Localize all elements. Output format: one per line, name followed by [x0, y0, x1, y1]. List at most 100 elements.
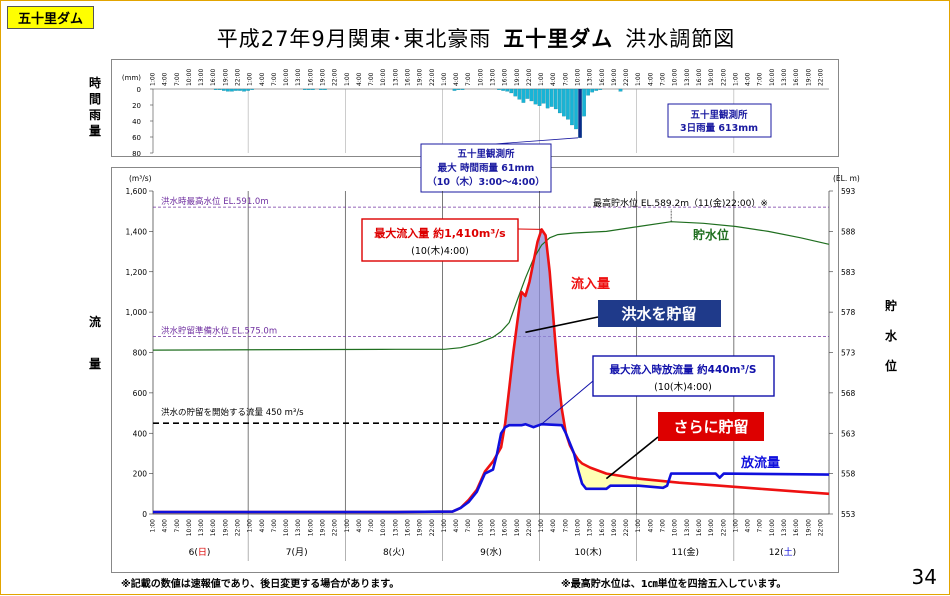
- rain-bar: [461, 89, 464, 90]
- rain-x-tick-label: 22:00: [526, 69, 533, 86]
- flow-x-tick-label: 19:00: [320, 519, 327, 536]
- inflow-series-label: 流入量: [571, 276, 610, 292]
- flow-x-tick-label: 4:00: [356, 519, 363, 533]
- flow-x-tick-label: 16:00: [502, 519, 509, 536]
- rain-bar: [530, 89, 533, 101]
- rain-y-tick-label: 40: [132, 118, 141, 126]
- rain-x-tick-label: 13:00: [781, 69, 788, 86]
- rain-bar: [214, 89, 217, 90]
- flow-x-tick-label: 22:00: [235, 519, 242, 536]
- rain-bar: [534, 89, 537, 104]
- flow-x-tick-label: 10:00: [575, 519, 582, 536]
- flow-x-tick-label: 22:00: [332, 519, 339, 536]
- storage-y-tick-label: 583: [841, 268, 856, 277]
- storage-series-label: 貯水位: [693, 227, 729, 242]
- flow-x-tick-label: 7:00: [660, 519, 667, 533]
- rain-x-tick-label: 19:00: [805, 69, 812, 86]
- storage-y-tick-label: 558: [841, 470, 856, 479]
- flood-prep-level-label: 洪水貯留準備水位 EL.575.0m: [161, 325, 277, 336]
- flow-y-tick-label: 1,400: [126, 227, 148, 236]
- flow-right-unit: (EL. m): [833, 174, 860, 183]
- flow-x-tick-label: 19:00: [514, 519, 521, 536]
- footnote-provisional: ※記載の数値は速報値であり、後日変更する場合があります。: [121, 575, 399, 590]
- max-flood-level-label: 洪水時最高水位 EL.591.0m: [161, 196, 269, 207]
- rain-bar: [497, 89, 500, 90]
- rain-x-tick-label: 16:00: [307, 69, 314, 86]
- rain-y-tick-label: 20: [132, 102, 141, 110]
- rain-bar: [562, 89, 565, 116]
- flow-left-unit: (m³/s): [129, 174, 152, 183]
- rain-x-tick-label: 1:00: [344, 72, 351, 86]
- flow-x-tick-label: 22:00: [526, 519, 533, 536]
- flow-x-tick-label: 7:00: [757, 519, 764, 533]
- day-label: 9(水): [480, 546, 502, 558]
- rain-x-tick-label: 10:00: [283, 69, 290, 86]
- rain-bar: [590, 89, 593, 92]
- rain-x-tick-label: 7:00: [660, 72, 667, 86]
- rain-x-tick-label: 22:00: [817, 69, 824, 86]
- storage-y-tick-label: 593: [841, 187, 856, 196]
- rain-x-tick-label: 1:00: [732, 72, 739, 86]
- day-label: 11(金): [672, 546, 700, 558]
- flow-x-tick-label: 4:00: [162, 519, 169, 533]
- rain-max-text: （10（木）3:00～4:00）: [427, 176, 544, 188]
- rain-bar: [578, 89, 581, 138]
- day-label: 8(火): [383, 547, 405, 558]
- rain-bar: [570, 89, 573, 125]
- rain-bar: [558, 89, 561, 113]
- rain-bar: [510, 89, 513, 93]
- flow-x-tick-label: 19:00: [417, 519, 424, 536]
- rain-x-tick-label: 19:00: [417, 69, 424, 86]
- rain-x-tick-label: 19:00: [320, 69, 327, 86]
- flow-y-tick-label: 1,600: [126, 187, 148, 196]
- flow-x-tick-label: 16:00: [307, 519, 314, 536]
- flow-x-tick-label: 1:00: [150, 519, 157, 533]
- rain-x-tick-label: 1:00: [247, 72, 254, 86]
- rain-x-tick-label: 22:00: [332, 69, 339, 86]
- flow-x-tick-label: 13:00: [781, 519, 788, 536]
- rain-bar: [595, 89, 598, 91]
- rain-bar: [238, 89, 241, 91]
- rain-total-text: 3日雨量 613mm: [680, 122, 758, 134]
- flow-x-tick-label: 13:00: [684, 519, 691, 536]
- rain-x-tick-label: 16:00: [793, 69, 800, 86]
- storage-y-tick-label: 553: [841, 510, 856, 519]
- flow-x-tick-label: 7:00: [465, 519, 472, 533]
- rain-bar: [599, 89, 602, 90]
- rain-x-tick-label: 10:00: [477, 69, 484, 86]
- rain-bar: [546, 89, 549, 108]
- flow-x-tick-label: 7:00: [174, 519, 181, 533]
- flow-x-tick-label: 7:00: [368, 519, 375, 533]
- day-label: 12(土): [769, 546, 797, 558]
- rain-bar: [586, 89, 589, 95]
- rain-bar: [542, 89, 545, 103]
- flow-x-tick-label: 4:00: [550, 519, 557, 533]
- max-inflow-text: 最大流入量 約1,410m³/s: [374, 226, 506, 240]
- rain-x-tick-label: 10:00: [769, 69, 776, 86]
- rain-bar: [242, 89, 245, 91]
- rain-x-tick-label: 10:00: [186, 69, 193, 86]
- rain-x-tick-label: 19:00: [708, 69, 715, 86]
- flow-y-tick-label: 600: [133, 389, 148, 398]
- day-label: 7(月): [286, 547, 308, 558]
- rain-x-tick-label: 16:00: [599, 69, 606, 86]
- flow-x-tick-label: 22:00: [623, 519, 630, 536]
- rain-x-tick-label: 4:00: [162, 72, 169, 86]
- footnote-rounding: ※最高貯水位は、1㎝単位を四捨五入しています。: [561, 575, 786, 590]
- rain-bar: [230, 89, 233, 91]
- flow-x-tick-label: 1:00: [732, 519, 739, 533]
- rain-bar: [457, 89, 460, 90]
- flow-x-tick-label: 4:00: [259, 519, 266, 533]
- rain-bar: [319, 89, 322, 90]
- page-number: 34: [912, 565, 937, 589]
- flow-x-tick-label: 16:00: [210, 519, 217, 536]
- rain-bar: [218, 89, 221, 90]
- flow-x-tick-label: 13:00: [587, 519, 594, 536]
- rain-x-tick-label: 16:00: [502, 69, 509, 86]
- flow-x-tick-label: 10:00: [380, 519, 387, 536]
- rain-unit: (mm): [122, 74, 141, 82]
- flow-x-tick-label: 13:00: [392, 519, 399, 536]
- rain-bar: [505, 89, 508, 91]
